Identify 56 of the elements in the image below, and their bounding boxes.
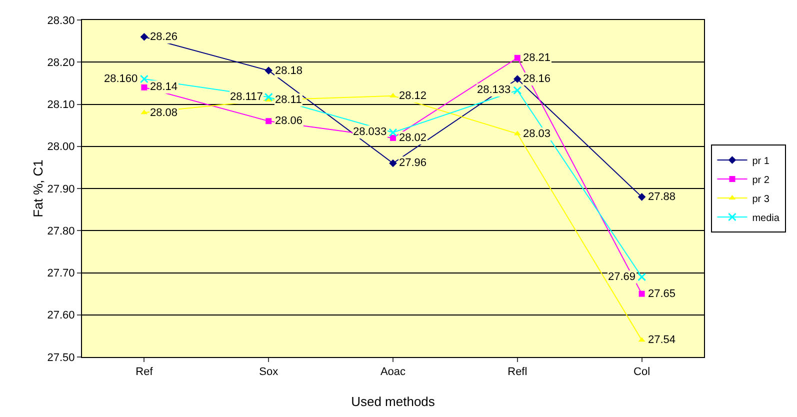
- y-tick-label: 28.30: [47, 14, 75, 27]
- x-tick-label: Sox: [259, 366, 279, 378]
- point: [140, 74, 148, 84]
- y-tick-label: 28.10: [47, 99, 75, 112]
- point: [264, 92, 273, 102]
- y-axis-title: Fat %, C1: [30, 160, 46, 218]
- legend-label: pr 2: [752, 174, 770, 186]
- point: [514, 54, 520, 61]
- point: [638, 193, 646, 201]
- point: [388, 128, 398, 137]
- point: [638, 290, 645, 297]
- data-label: 28.16: [523, 73, 551, 85]
- point: [264, 66, 272, 74]
- data-label: 28.03: [523, 128, 551, 140]
- data-label: 28.133: [477, 84, 511, 96]
- data-label: 28.117: [230, 91, 263, 103]
- data-label: 28.02: [399, 132, 427, 144]
- data-label: 28.26: [150, 31, 178, 43]
- y-tick-label: 28.00: [47, 141, 75, 154]
- point: [638, 272, 646, 282]
- data-label: 28.08: [150, 107, 178, 119]
- data-label: 28.11: [275, 94, 302, 106]
- data-label: 28.18: [275, 65, 303, 77]
- data-label: 27.96: [399, 157, 427, 169]
- y-tick-label: 27.90: [47, 183, 75, 196]
- x-tick-label: Refl: [508, 366, 528, 378]
- data-label: 27.65: [648, 288, 676, 300]
- data-label: 27.88: [648, 191, 676, 203]
- point: [266, 118, 272, 124]
- y-tick-label: 27.70: [47, 268, 75, 280]
- y-tick-label: 27.80: [47, 225, 75, 238]
- point: [514, 75, 522, 83]
- legend-label: pr 3: [752, 194, 770, 205]
- data-label: 28.160: [104, 73, 138, 85]
- point: [141, 84, 148, 90]
- y-tick-label: 27.60: [47, 310, 75, 322]
- x-axis-title: Used methods: [351, 394, 436, 409]
- data-label: 27.54: [648, 334, 676, 346]
- point: [513, 86, 522, 95]
- data-label: 27.69: [608, 271, 636, 283]
- y-tick-label: 27.50: [47, 352, 75, 364]
- point: [390, 134, 396, 141]
- x-tick-label: Col: [634, 366, 650, 378]
- legend-label: pr 1: [752, 156, 770, 167]
- data-label: 28.06: [275, 115, 303, 127]
- data-label: 28.12: [399, 90, 427, 102]
- legend-label: media: [752, 212, 780, 224]
- point: [390, 92, 396, 98]
- point: [389, 159, 397, 168]
- point: [140, 32, 148, 41]
- data-label: 28.033: [353, 126, 387, 138]
- x-tick-label: Ref: [136, 366, 154, 378]
- x-tick-label: Aoac: [380, 366, 406, 378]
- data-label: 28.21: [523, 52, 551, 64]
- data-label: 28.14: [150, 81, 178, 93]
- y-tick-label: 28.20: [47, 56, 75, 69]
